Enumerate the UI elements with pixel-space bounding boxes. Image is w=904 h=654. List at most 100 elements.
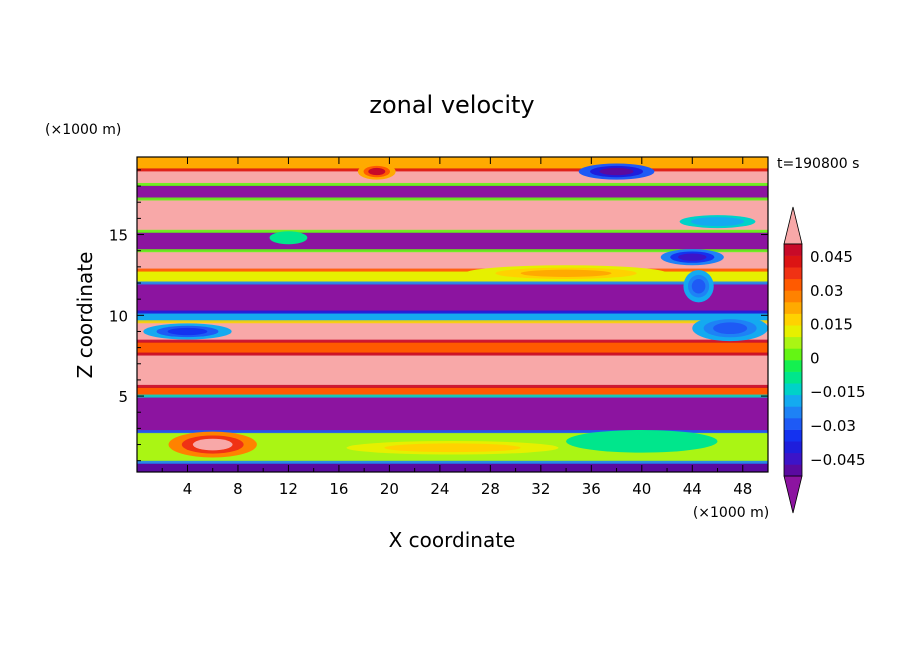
- velocity-band: [137, 283, 768, 313]
- velocity-feature: [368, 167, 386, 176]
- x-tick-label: 24: [430, 480, 449, 498]
- colorbar-segment: [784, 360, 802, 372]
- y-tick-label: 15: [109, 227, 128, 245]
- velocity-band: [137, 321, 768, 342]
- x-tick: 8: [233, 157, 243, 498]
- velocity-band: [137, 157, 768, 171]
- x-unit-label: (×1000 m): [693, 505, 769, 521]
- x-tick-label: 4: [183, 480, 193, 498]
- colorbar-segment: [784, 336, 802, 349]
- velocity-field: [137, 157, 768, 472]
- velocity-feature: [167, 327, 208, 336]
- colorbar-segment: [784, 418, 802, 430]
- velocity-feature: [678, 253, 707, 261]
- time-label: t=190800 s: [777, 156, 859, 172]
- colorbar-segment: [784, 452, 802, 465]
- colorbar-segment: [784, 371, 802, 384]
- x-tick-label: 40: [632, 480, 651, 498]
- colorbar-segment: [784, 302, 802, 314]
- colorbar-tick-label: −0.045: [810, 451, 866, 469]
- y-axis-label: Z coordinate: [73, 252, 97, 379]
- band-edge: [137, 310, 768, 314]
- x-tick-label: 32: [531, 480, 550, 498]
- velocity-band: [137, 184, 768, 200]
- x-tick-label: 8: [233, 480, 243, 498]
- velocity-feature: [691, 278, 706, 294]
- colorbar-tick-label: −0.015: [810, 383, 866, 401]
- colorbar-segment: [784, 278, 802, 291]
- x-axis-label: X coordinate: [389, 528, 516, 552]
- colorbar-segment: [784, 429, 802, 442]
- colorbar-segment: [784, 394, 802, 407]
- colorbar-segment: [784, 267, 802, 280]
- x-tick: 44: [683, 157, 702, 498]
- x-tick-label: 16: [329, 480, 348, 498]
- colorbar-tick-label: 0.03: [810, 282, 843, 300]
- band-edge: [137, 281, 768, 285]
- colorbar-above-triangle: [783, 206, 803, 245]
- band-edge: [137, 249, 768, 253]
- colorbar-tick-label: 0: [810, 349, 820, 367]
- band-edge: [137, 384, 768, 388]
- velocity-band: [137, 250, 768, 271]
- colorbar-frame: [783, 243, 803, 477]
- velocity-band: [137, 169, 768, 185]
- x-tick: 20: [380, 157, 399, 498]
- velocity-band: [137, 396, 768, 433]
- x-tick-label: 12: [279, 480, 298, 498]
- velocity-band: [137, 312, 768, 323]
- x-tick-label: 28: [481, 480, 500, 498]
- velocity-feature: [599, 167, 634, 176]
- colorbar-tick-label: 0.015: [810, 316, 853, 334]
- velocity-feature: [520, 269, 612, 277]
- colorbar-segment: [784, 406, 802, 419]
- plot-frame: [136, 156, 769, 473]
- band-edge: [137, 229, 768, 233]
- y-tick: 10: [109, 307, 768, 325]
- y-tick-label: 10: [109, 307, 128, 325]
- y-tick-label: 5: [118, 388, 128, 406]
- x-tick: 48: [733, 157, 752, 498]
- velocity-band: [137, 354, 768, 387]
- y-axis-ticks: 5 10 15: [109, 169, 768, 462]
- x-tick: 12: [279, 157, 298, 498]
- colorbar-segment: [784, 383, 802, 396]
- x-tick-label: 48: [733, 480, 752, 498]
- band-edge: [137, 394, 768, 398]
- x-tick: 24: [430, 157, 449, 498]
- colorbar-segment: [784, 313, 802, 326]
- band-edge: [137, 182, 768, 186]
- x-tick-label: 20: [380, 480, 399, 498]
- band-edge: [137, 268, 768, 272]
- band-edge: [137, 168, 768, 172]
- x-axis-ticks: 4 8 12 16 20 24 28 32 36 40 44 48: [161, 157, 752, 498]
- band-edge: [137, 320, 768, 324]
- x-tick-label: 44: [683, 480, 702, 498]
- colorbar-segment: [784, 255, 802, 268]
- band-edge: [137, 352, 768, 356]
- colorbar-segment: [784, 441, 802, 454]
- chart-title: zonal velocity: [369, 91, 534, 119]
- x-tick: 16: [329, 157, 348, 498]
- band-edge: [137, 460, 768, 464]
- colorbar-tick-label: −0.03: [810, 417, 856, 435]
- y-tick: 15: [109, 227, 768, 245]
- velocity-band: [137, 462, 768, 472]
- velocity-feature: [607, 436, 676, 447]
- velocity-band: [137, 341, 768, 355]
- x-tick: 36: [582, 157, 601, 498]
- colorbar-tick-label: 0.045: [810, 248, 853, 266]
- x-tick: 32: [531, 157, 550, 498]
- colorbar-segment: [784, 244, 802, 256]
- velocity-band: [137, 270, 768, 284]
- band-edge: [137, 197, 768, 201]
- x-tick-label: 36: [582, 480, 601, 498]
- x-tick: 28: [481, 157, 500, 498]
- colorbar-segment: [784, 464, 802, 477]
- colorbar-below-triangle: [783, 475, 803, 514]
- y-unit-label: (×1000 m): [45, 122, 121, 138]
- velocity-band: [137, 231, 768, 252]
- velocity-band: [137, 386, 768, 397]
- velocity-band: [137, 199, 768, 232]
- colorbar-segment: [784, 348, 802, 361]
